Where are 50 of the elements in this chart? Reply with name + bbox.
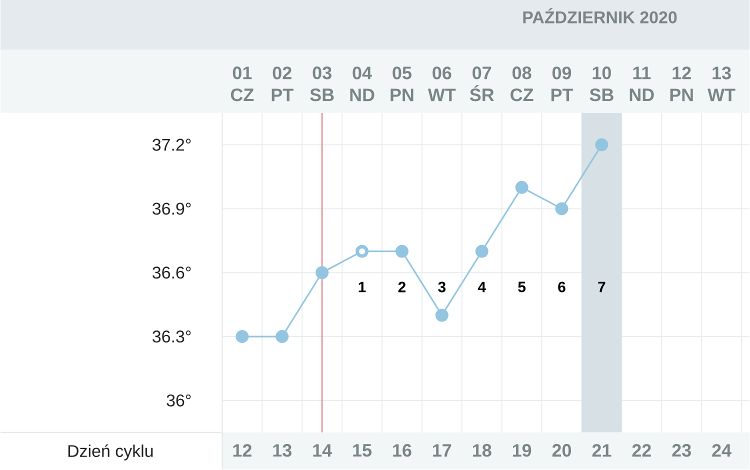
annotation: 4	[478, 282, 486, 292]
point	[475, 244, 488, 258]
x2-tick-label: 16	[393, 444, 412, 457]
x2-tick-label: 20	[552, 444, 572, 457]
y-tick-label: 36°	[166, 394, 191, 407]
x-tick-label: 07 ŚR	[470, 66, 494, 102]
annotation: 1	[358, 282, 366, 292]
point	[316, 266, 329, 280]
x-tick-label: 05 PN	[390, 66, 414, 102]
x-tick-label: 08 CZ	[510, 66, 534, 102]
y-tick-label: 37.2°	[152, 138, 191, 151]
x-tick-label: 03 SB	[310, 66, 334, 102]
x2-tick-label: 22	[632, 444, 651, 457]
x2-tick-label: 19	[512, 444, 532, 457]
x2-tick-label: 18	[472, 444, 492, 457]
point	[276, 330, 289, 344]
x-tick-label: 01 CZ	[230, 66, 254, 102]
chart-title: PAŹDZIERNIK 2020	[523, 8, 677, 24]
annotation: 5	[518, 282, 526, 292]
x-tick-label: 09 PT	[551, 66, 574, 102]
point	[595, 138, 608, 152]
annotation: 7	[598, 282, 606, 292]
x-tick-label: 10 SB	[590, 66, 614, 102]
x2-tick-label: 24	[712, 444, 732, 457]
point	[356, 244, 369, 258]
x-tick-label: 11 ND	[630, 66, 654, 102]
point	[555, 202, 568, 216]
x2-tick-label: 12	[233, 444, 252, 457]
x-tick-label: 12 PN	[670, 66, 693, 102]
x-tick-label: 06 WT	[428, 66, 456, 102]
x2-tick-label: 21	[592, 444, 612, 457]
x-tick-label: 13 WT	[708, 66, 736, 102]
x2-tick-label: 14	[313, 444, 332, 457]
point	[395, 244, 408, 258]
y-tick-label: 36.9°	[152, 202, 191, 215]
y-tick-label: 36.6°	[152, 266, 191, 279]
point	[236, 330, 249, 344]
annotation: 3	[438, 282, 446, 292]
x2-tick-label: 23	[672, 444, 691, 457]
x2-tick-label: 15	[353, 444, 372, 457]
annotation: 6	[558, 282, 566, 292]
x2-axis-title: Dzień cyklu	[68, 444, 153, 460]
x2-tick-label: 13	[273, 444, 292, 457]
x2-tick-label: 17	[433, 444, 452, 457]
x-tick-label: 04 ND	[350, 66, 374, 102]
point	[515, 180, 528, 194]
point	[435, 308, 448, 322]
y-tick-label: 36.3°	[152, 330, 191, 343]
annotation: 2	[398, 282, 406, 292]
x-tick-label: 02 PT	[272, 66, 294, 102]
